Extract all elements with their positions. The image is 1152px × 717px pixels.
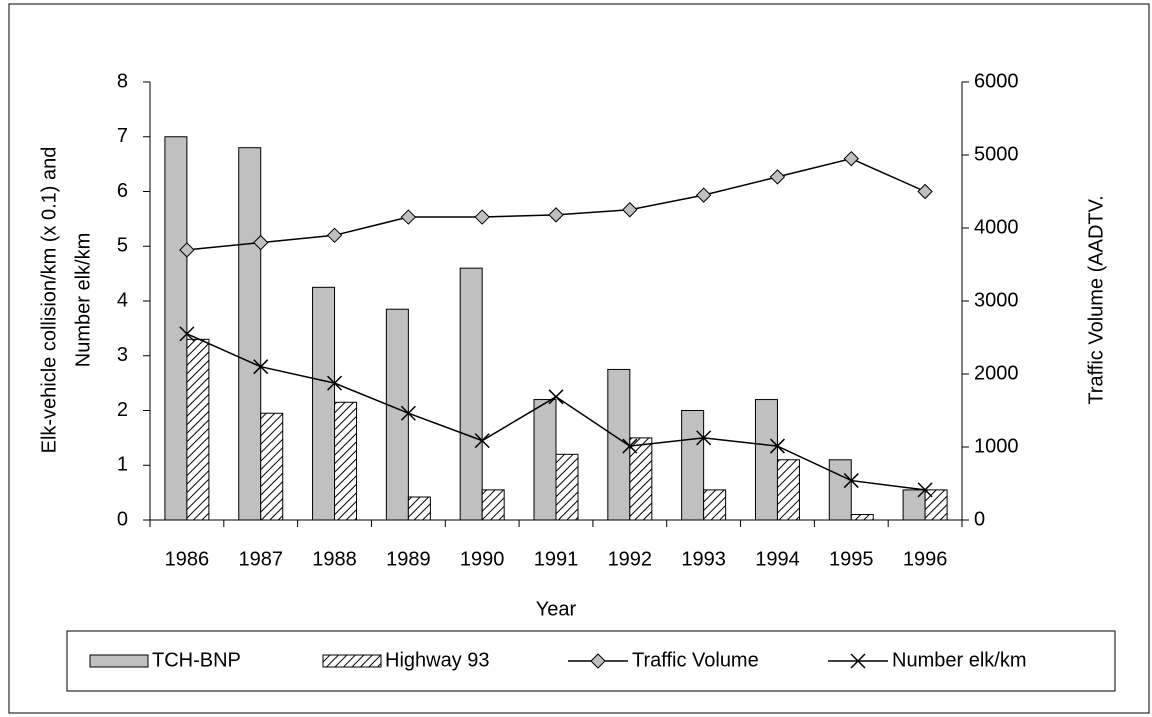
y-tick-label: 3 bbox=[117, 344, 128, 366]
y-tick-label: 2 bbox=[117, 399, 128, 421]
bar bbox=[407, 496, 431, 521]
y2-tick-label: 4000 bbox=[974, 216, 1019, 238]
marker bbox=[253, 359, 269, 375]
x-tick-label: 1995 bbox=[829, 548, 874, 570]
y-tick-label: 7 bbox=[117, 125, 128, 147]
y-tick-label: 6 bbox=[117, 180, 128, 202]
bar bbox=[555, 453, 579, 521]
bar bbox=[902, 489, 926, 521]
y2-tick-label: 5000 bbox=[974, 143, 1019, 165]
legend-swatch bbox=[89, 654, 149, 668]
marker bbox=[548, 207, 564, 223]
bar bbox=[776, 459, 800, 521]
marker bbox=[179, 242, 195, 258]
y2-tick-label: 6000 bbox=[974, 70, 1019, 92]
marker bbox=[695, 187, 712, 203]
y-tick-label: 5 bbox=[117, 235, 128, 257]
bar bbox=[260, 412, 284, 521]
legend-label: Highway 93 bbox=[385, 649, 490, 671]
marker bbox=[474, 209, 490, 225]
y2-tick-label: 3000 bbox=[974, 289, 1019, 311]
marker bbox=[179, 326, 195, 342]
bar bbox=[238, 147, 262, 521]
y2-axis-title: Traffic Volume (AADTV. bbox=[1085, 195, 1107, 404]
marker bbox=[548, 389, 564, 405]
y-tick-label: 4 bbox=[117, 289, 128, 311]
x-tick-label: 1990 bbox=[460, 548, 505, 570]
bar bbox=[703, 489, 727, 521]
legend-label: Number elk/km bbox=[892, 649, 1026, 671]
bar bbox=[754, 399, 778, 521]
y2-tick-label: 2000 bbox=[974, 362, 1019, 384]
marker bbox=[326, 227, 343, 244]
y-tick-label: 1 bbox=[117, 454, 128, 476]
y2-tick-label: 0 bbox=[974, 508, 985, 530]
marker bbox=[917, 183, 933, 200]
bar bbox=[481, 489, 505, 521]
marker bbox=[327, 375, 343, 391]
x-tick-label: 1994 bbox=[755, 548, 800, 570]
legend-swatch bbox=[322, 654, 382, 668]
legend-label: TCH-BNP bbox=[152, 649, 241, 671]
marker bbox=[474, 433, 490, 449]
legend-label: Traffic Volume bbox=[632, 649, 759, 671]
x-tick-label: 1987 bbox=[238, 548, 283, 570]
x-tick-label: 1992 bbox=[608, 548, 653, 570]
bar bbox=[681, 410, 705, 521]
y-tick-label: 0 bbox=[117, 508, 128, 530]
marker bbox=[400, 209, 417, 225]
bar bbox=[334, 401, 358, 521]
bar bbox=[828, 459, 852, 521]
x-tick-label: 1991 bbox=[534, 548, 579, 570]
x-axis-title: Year bbox=[536, 598, 577, 620]
marker bbox=[253, 234, 269, 251]
bar bbox=[164, 136, 188, 521]
marker bbox=[622, 202, 638, 218]
marker bbox=[917, 482, 933, 498]
y-axis-title: Elk-vehicle collision/km (x 0.1) and bbox=[38, 147, 60, 454]
marker bbox=[400, 405, 416, 421]
y2-tick-label: 1000 bbox=[974, 435, 1019, 457]
y-tick-label: 8 bbox=[117, 70, 128, 92]
x-tick-label: 1993 bbox=[681, 548, 726, 570]
legend-marker bbox=[590, 653, 606, 669]
bar bbox=[312, 286, 336, 521]
bar bbox=[850, 514, 874, 521]
x-tick-label: 1986 bbox=[165, 548, 210, 570]
marker bbox=[622, 438, 638, 454]
bar bbox=[924, 489, 948, 521]
marker bbox=[769, 438, 785, 454]
x-tick-label: 1996 bbox=[903, 548, 948, 570]
bar bbox=[459, 267, 483, 521]
x-tick-label: 1988 bbox=[312, 548, 357, 570]
bar bbox=[186, 338, 210, 521]
x-tick-label: 1989 bbox=[386, 548, 431, 570]
marker bbox=[843, 150, 859, 167]
marker bbox=[843, 473, 859, 489]
bar bbox=[629, 437, 653, 521]
bar bbox=[533, 399, 557, 521]
bar bbox=[385, 308, 409, 521]
y-axis-title: Number elk/km bbox=[72, 233, 94, 367]
marker bbox=[696, 430, 712, 446]
marker bbox=[769, 169, 786, 185]
legend-marker bbox=[850, 653, 866, 669]
